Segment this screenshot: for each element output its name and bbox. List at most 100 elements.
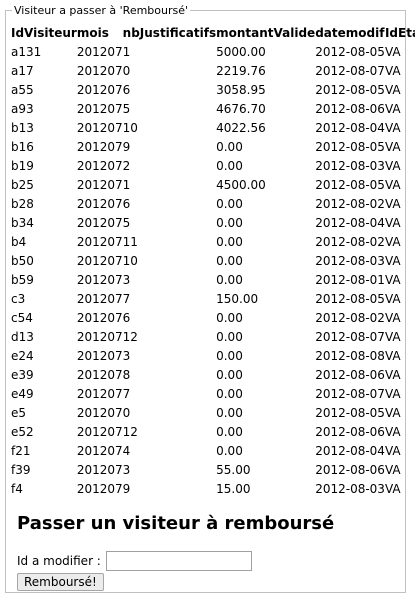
cell-idetat: VA <box>384 64 401 78</box>
cell-montantvalide: 0.00 <box>216 216 243 230</box>
table-row: e52 201207 12 0.00 2012-08-06 VA <box>11 423 415 442</box>
form-heading: Passer un visiteur à remboursé <box>17 513 335 534</box>
cell-idvisiteur: b4 <box>11 235 27 249</box>
cell-montantvalide: 0.00 <box>216 444 243 458</box>
cell-mois: 201207 <box>76 216 123 230</box>
cell-idetat: VA <box>384 349 401 363</box>
cell-idetat: VA <box>384 83 401 97</box>
cell-idetat: VA <box>384 216 401 230</box>
cell-idetat: VA <box>384 330 401 344</box>
table-row: e49 201207 7 0.00 2012-08-07 VA <box>11 385 415 404</box>
cell-datemodif: 2012-08-04 <box>315 121 385 135</box>
table-row: a93 201207 5 4676.70 2012-08-06 VA <box>11 100 415 119</box>
cell-montantvalide: 0.00 <box>216 425 243 439</box>
table-row: a55 201207 6 3058.95 2012-08-05 VA <box>11 81 415 100</box>
id-input[interactable] <box>105 551 252 571</box>
cell-datemodif: 2012-08-02 <box>315 311 385 325</box>
cell-montantvalide: 0.00 <box>216 387 243 401</box>
cell-nbjustificatifs: 5 <box>122 216 131 230</box>
table-row: b4 201207 11 0.00 2012-08-02 VA <box>11 233 415 252</box>
cell-nbjustificatifs: 3 <box>122 463 131 477</box>
cell-datemodif: 2012-08-04 <box>315 444 385 458</box>
cell-datemodif: 2012-08-02 <box>315 235 385 249</box>
cell-idetat: VA <box>384 463 401 477</box>
cell-idvisiteur: e49 <box>11 387 34 401</box>
cell-idvisiteur: c54 <box>11 311 33 325</box>
cell-mois: 201207 <box>76 235 123 249</box>
cell-mois: 201207 <box>76 425 123 439</box>
cell-idvisiteur: e39 <box>11 368 34 382</box>
cell-mois: 201207 <box>76 273 123 287</box>
table-row: b13 201207 10 4022.56 2012-08-04 VA <box>11 119 415 138</box>
cell-idetat: VA <box>384 444 401 458</box>
cell-nbjustificatifs: 6 <box>122 311 131 325</box>
cell-idvisiteur: f39 <box>11 463 31 477</box>
cell-mois: 201207 <box>76 463 123 477</box>
cell-mois: 201207 <box>76 178 123 192</box>
cell-idvisiteur: e5 <box>11 406 27 420</box>
cell-idvisiteur: a93 <box>11 102 34 116</box>
cell-nbjustificatifs: 11 <box>122 235 138 249</box>
column-header-mois: mois <box>76 26 109 40</box>
cell-idetat: VA <box>384 159 401 173</box>
cell-nbjustificatifs: 9 <box>122 482 131 496</box>
table-row: c3 201207 7 150.00 2012-08-05 VA <box>11 290 415 309</box>
cell-nbjustificatifs: 0 <box>122 406 131 420</box>
table-row: a17 201207 0 2219.76 2012-08-07 VA <box>11 62 415 81</box>
cell-mois: 201207 <box>76 140 123 154</box>
cell-mois: 201207 <box>76 197 123 211</box>
id-form-row: Id a modifier : <box>17 551 252 571</box>
cell-mois: 201207 <box>76 444 123 458</box>
cell-montantvalide: 150.00 <box>216 292 259 306</box>
cell-idvisiteur: b34 <box>11 216 34 230</box>
cell-nbjustificatifs: 4 <box>122 444 131 458</box>
cell-mois: 201207 <box>76 311 123 325</box>
cell-idvisiteur: b59 <box>11 273 34 287</box>
cell-datemodif: 2012-08-07 <box>315 330 385 344</box>
cell-idvisiteur: b28 <box>11 197 34 211</box>
table-row: b25 201207 1 4500.00 2012-08-05 VA <box>11 176 415 195</box>
cell-idetat: VA <box>384 45 401 59</box>
cell-idvisiteur: d13 <box>11 330 34 344</box>
table-row: e5 201207 0 0.00 2012-08-05 VA <box>11 404 415 423</box>
cell-datemodif: 2012-08-05 <box>315 45 385 59</box>
cell-idetat: VA <box>384 311 401 325</box>
cell-nbjustificatifs: 12 <box>122 330 138 344</box>
cell-montantvalide: 0.00 <box>216 406 243 420</box>
cell-idetat: VA <box>384 425 401 439</box>
rembourse-button[interactable]: Remboursé! <box>17 573 104 591</box>
cell-nbjustificatifs: 3 <box>122 273 131 287</box>
table-body: a131 201207 1 5000.00 2012-08-05 VA a17 201207 0… <box>11 43 415 499</box>
cell-idvisiteur: a55 <box>11 83 34 97</box>
cell-montantvalide: 0.00 <box>216 254 243 268</box>
cell-datemodif: 2012-08-06 <box>315 425 385 439</box>
cell-datemodif: 2012-08-01 <box>315 273 385 287</box>
cell-nbjustificatifs: 1 <box>122 178 131 192</box>
cell-idetat: VA <box>384 197 401 211</box>
cell-montantvalide: 4022.56 <box>216 121 266 135</box>
cell-montantvalide: 0.00 <box>216 159 243 173</box>
cell-mois: 201207 <box>76 159 123 173</box>
visitor-fieldset: Visiteur a passer à 'Remboursé' <box>5 4 406 593</box>
cell-datemodif: 2012-08-05 <box>315 178 385 192</box>
table-row: b34 201207 5 0.00 2012-08-04 VA <box>11 214 415 233</box>
cell-idvisiteur: a131 <box>11 45 42 59</box>
cell-montantvalide: 0.00 <box>216 368 243 382</box>
table-row: b50 201207 10 0.00 2012-08-03 VA <box>11 252 415 271</box>
cell-datemodif: 2012-08-03 <box>315 254 385 268</box>
cell-idvisiteur: e24 <box>11 349 34 363</box>
cell-nbjustificatifs: 5 <box>122 102 131 116</box>
cell-datemodif: 2012-08-06 <box>315 463 385 477</box>
table-row: c54 201207 6 0.00 2012-08-02 VA <box>11 309 415 328</box>
cell-nbjustificatifs: 9 <box>122 140 131 154</box>
cell-montantvalide: 0.00 <box>216 235 243 249</box>
cell-idetat: VA <box>384 102 401 116</box>
cell-datemodif: 2012-08-03 <box>315 482 385 496</box>
cell-mois: 201207 <box>76 64 123 78</box>
visitor-table: IdVisiteur mois nbJustificatifs montantV… <box>11 24 415 499</box>
cell-montantvalide: 15.00 <box>216 482 251 496</box>
column-header-montantvalide: montantValide <box>216 26 316 40</box>
cell-idetat: VA <box>384 121 401 135</box>
cell-idvisiteur: b13 <box>11 121 34 135</box>
cell-mois: 201207 <box>76 102 123 116</box>
